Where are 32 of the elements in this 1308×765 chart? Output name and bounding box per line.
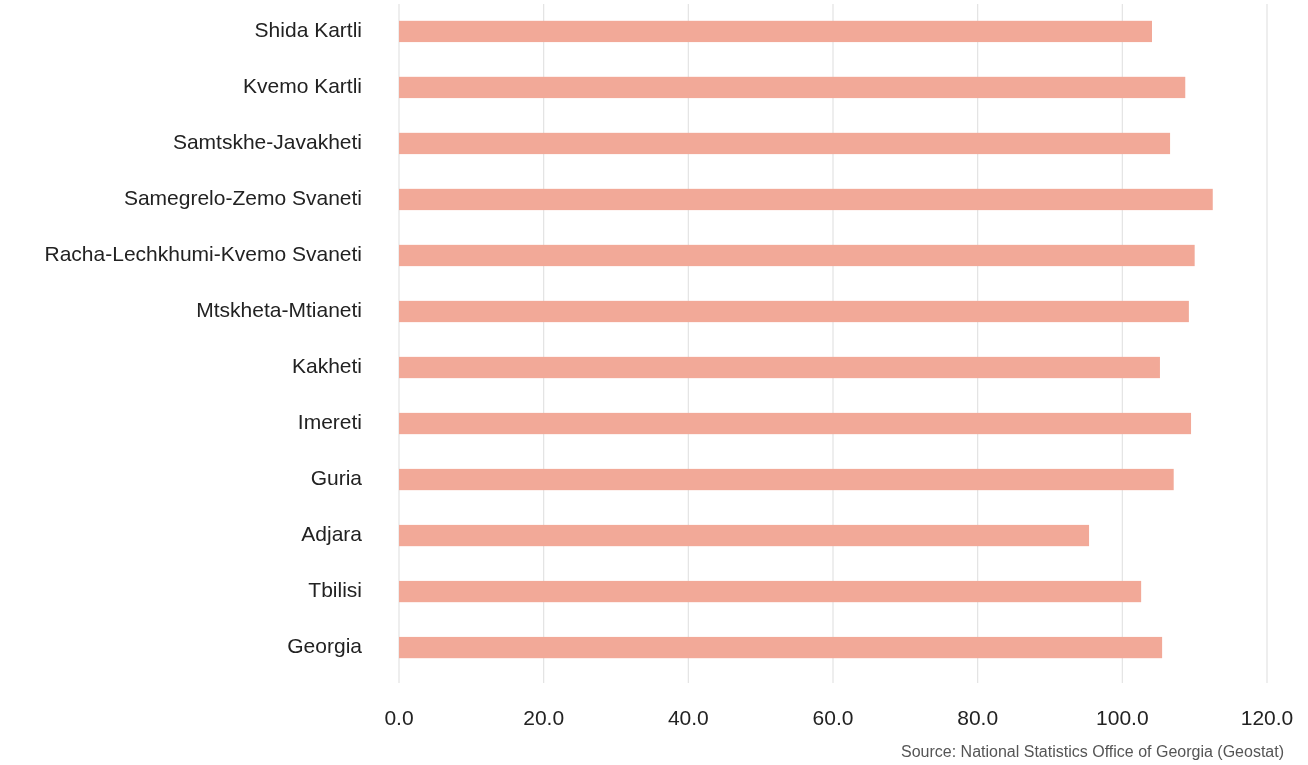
x-tick-label: 120.0 (1240, 706, 1294, 729)
bar (399, 300, 1189, 323)
x-tick-label: 20.0 (523, 706, 565, 729)
y-tick-label: Kakheti (291, 354, 362, 378)
x-tick-label: 0.0 (384, 706, 414, 729)
y-tick-label: Georgia (287, 634, 363, 658)
x-tick-label: 100.0 (1096, 706, 1149, 729)
bar (399, 580, 1142, 603)
y-tick-label: Kvemo Kartli (242, 74, 362, 97)
y-tick-label: Racha-Lechkhumi-Kvemo Svaneti (44, 242, 362, 266)
x-tick-label: 40.0 (667, 706, 709, 729)
bar (399, 412, 1192, 435)
bar (399, 188, 1213, 211)
y-tick-label: Shida Kartli (254, 17, 362, 41)
source-note: Source: National Statistics Office of Georgia (Geostat) (901, 743, 1284, 760)
x-tick-label: 60.0 (812, 706, 854, 729)
bar (399, 244, 1195, 267)
y-tick-label: Tbilisi (308, 578, 362, 602)
bar (399, 468, 1174, 491)
bar (399, 356, 1160, 379)
bar (399, 636, 1163, 659)
y-tick-label: Samtskhe-Javakheti (172, 130, 362, 154)
y-tick-label: Adjara (301, 522, 363, 546)
bar (399, 20, 1152, 43)
bar (399, 524, 1090, 547)
y-tick-label: Samegrelo-Zemo Svaneti (123, 186, 362, 210)
y-tick-label: Imereti (297, 410, 362, 434)
y-tick-label: Mtskheta-Mtianeti (196, 298, 362, 322)
bar (399, 132, 1171, 155)
bar (399, 76, 1186, 99)
y-tick-label: Guria (310, 466, 363, 490)
x-tick-label: 80.0 (957, 706, 999, 729)
